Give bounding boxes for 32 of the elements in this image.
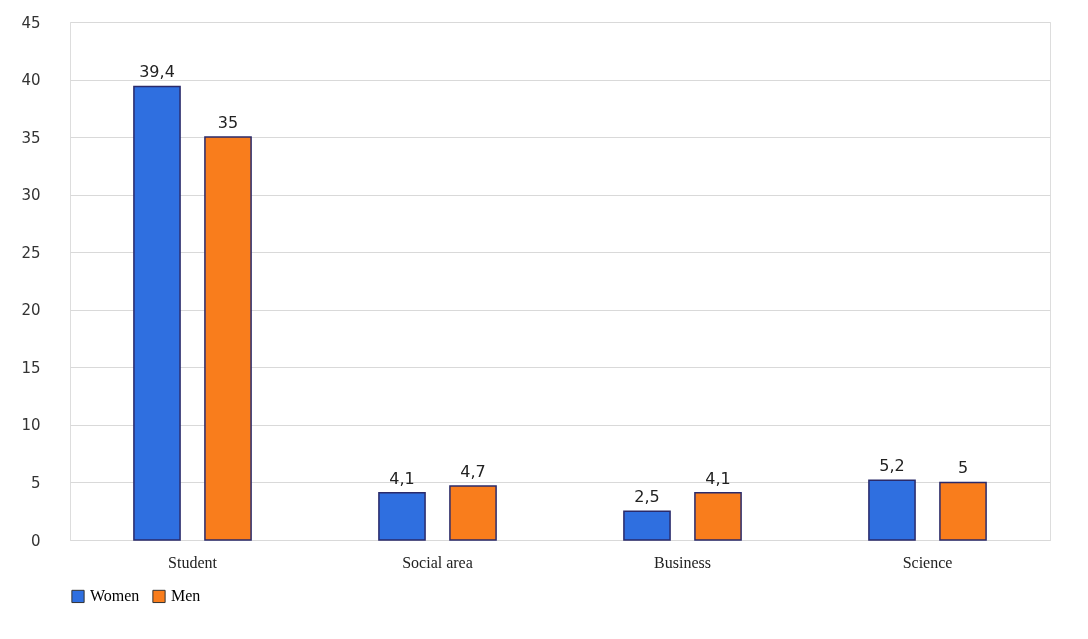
data-label: 5,2 [879,456,905,476]
y-tick-label: 20 [21,301,41,320]
y-tick-label: 25 [21,243,41,262]
y-tick-label: 45 [21,13,41,32]
y-tick-label: 0 [30,531,41,550]
bar [623,510,671,541]
data-label: 35 [217,113,239,133]
data-label: 39,4 [139,62,175,82]
legend-label: Women [90,587,140,605]
y-tick-label: 10 [21,416,41,435]
x-tick-label: Social area [402,553,473,571]
bar [939,481,987,541]
data-label: 2,5 [634,487,660,507]
bar [449,485,497,541]
x-tick-label: Science [902,553,953,571]
data-label: 5 [957,458,969,478]
bar [378,492,426,541]
bar [868,479,916,541]
y-tick-label: 5 [30,473,41,492]
x-tick-label: Business [654,553,711,571]
data-label: 4,7 [460,461,486,481]
bar [694,492,742,541]
x-tick-label: Student [168,553,218,571]
bar [133,85,181,541]
data-label: 4,1 [705,468,731,488]
y-tick-label: 30 [21,186,41,205]
data-label: 4,1 [389,468,415,488]
y-tick-label: 15 [21,358,41,377]
legend-label: Men [171,587,201,605]
y-tick-label: 40 [21,71,41,90]
y-tick-label: 35 [21,128,41,147]
bar [204,136,252,541]
